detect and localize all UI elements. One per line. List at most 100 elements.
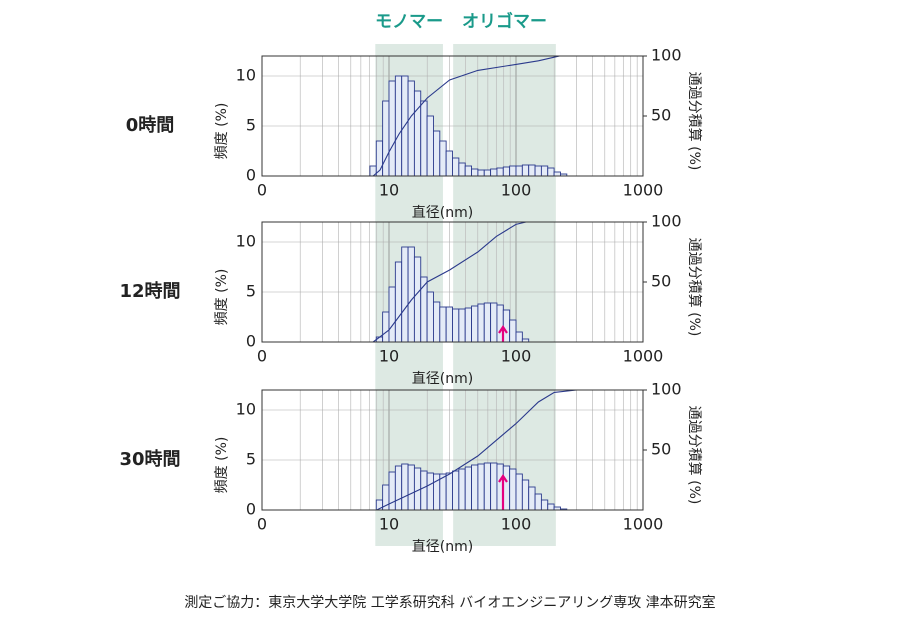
bar — [464, 466, 473, 511]
bar — [439, 306, 447, 343]
bar — [534, 165, 542, 177]
x-axis-label: 直径(nm) — [412, 370, 473, 387]
y2-tick-label: 100 — [651, 212, 682, 231]
bar — [490, 462, 498, 511]
y-tick-label: 0 — [246, 166, 256, 185]
bar — [388, 286, 396, 343]
x-tick-label: 10 — [379, 347, 399, 366]
bar — [452, 308, 460, 343]
bar — [458, 308, 466, 343]
y2-tick-label: 50 — [651, 272, 671, 291]
cumulative-line — [372, 221, 643, 343]
bar — [502, 465, 511, 511]
bar — [433, 130, 441, 177]
y-axis-label: 頻度 (%) — [214, 437, 230, 494]
bar — [452, 470, 460, 511]
bar — [445, 306, 453, 343]
bar — [521, 479, 530, 511]
bar — [452, 157, 460, 177]
x-tick-label: 0 — [257, 347, 267, 366]
bar — [471, 168, 479, 177]
bar — [458, 162, 466, 177]
bar — [420, 276, 428, 343]
y-tick-label: 5 — [246, 116, 256, 135]
x-tick-label: 100 — [501, 347, 532, 366]
y2-tick-label: 50 — [651, 106, 671, 125]
x-tick-label: 100 — [501, 181, 532, 200]
band-label: オリゴマー — [462, 11, 547, 32]
bar — [388, 471, 396, 511]
bar — [477, 303, 485, 343]
bar — [540, 499, 549, 511]
bar — [515, 473, 523, 511]
y2-tick-label: 100 — [651, 46, 682, 65]
highlight-band — [453, 44, 556, 546]
peak-arrow — [498, 325, 508, 342]
cumulative-line — [372, 55, 560, 177]
bar — [515, 165, 523, 177]
bar — [382, 100, 390, 177]
bar — [534, 493, 542, 511]
bar — [515, 331, 523, 343]
y2-axis-label: 通過分積算 (%) — [686, 238, 702, 337]
y2-axis-label: 通過分積算 (%) — [686, 72, 702, 171]
x-tick-label: 10 — [379, 181, 399, 200]
bar — [471, 305, 479, 343]
bar — [439, 140, 447, 177]
bar — [407, 464, 415, 511]
bar — [426, 291, 434, 343]
bar — [407, 80, 415, 177]
bar — [420, 470, 428, 511]
bar — [382, 311, 390, 343]
y-tick-label: 10 — [236, 400, 256, 419]
footer: 測定ご協力：東京大学大学院 工学系研究科 バイオエンジニアリング専攻 津本研究室 — [184, 594, 715, 611]
bar — [413, 90, 422, 177]
x-tick-label: 1000 — [623, 347, 664, 366]
bar — [547, 503, 555, 511]
y-tick-label: 0 — [246, 332, 256, 351]
bar — [509, 468, 517, 511]
bar — [553, 171, 561, 177]
x-tick-label: 10 — [379, 515, 399, 534]
y-tick-label: 10 — [236, 232, 256, 251]
bar — [394, 465, 403, 511]
bar — [426, 115, 434, 177]
y-axis-label: 頻度 (%) — [214, 103, 230, 160]
bar — [388, 80, 396, 177]
bar — [483, 462, 492, 511]
bar — [483, 302, 492, 343]
bar — [433, 301, 441, 343]
panel-title: 12時間 — [119, 281, 180, 302]
y-tick-label: 10 — [236, 66, 256, 85]
bar — [490, 302, 498, 343]
bar — [458, 468, 466, 511]
bar — [394, 75, 403, 177]
x-tick-label: 1000 — [623, 181, 664, 200]
bar — [496, 167, 504, 177]
bar — [413, 256, 422, 343]
bar — [401, 463, 409, 511]
y2-axis-label: 通過分積算 (%) — [686, 406, 702, 505]
bar — [483, 169, 492, 177]
bar — [445, 472, 453, 511]
bar — [477, 463, 485, 511]
bar — [547, 167, 555, 177]
bar — [509, 165, 517, 177]
bar — [521, 164, 530, 177]
x-tick-label: 0 — [257, 181, 267, 200]
bar — [445, 150, 453, 177]
band-label: モノマー — [375, 12, 443, 32]
bar — [464, 307, 473, 343]
bar — [407, 246, 415, 343]
peak-arrow — [498, 474, 508, 510]
bar — [439, 473, 447, 511]
bar — [420, 100, 428, 177]
bar — [426, 472, 434, 511]
y-tick-label: 5 — [246, 450, 256, 469]
plot-frame — [261, 389, 644, 511]
bar — [401, 246, 409, 343]
x-axis-label: 直径(nm) — [412, 538, 473, 555]
plot-frame — [261, 55, 644, 177]
y-tick-label: 0 — [246, 500, 256, 519]
